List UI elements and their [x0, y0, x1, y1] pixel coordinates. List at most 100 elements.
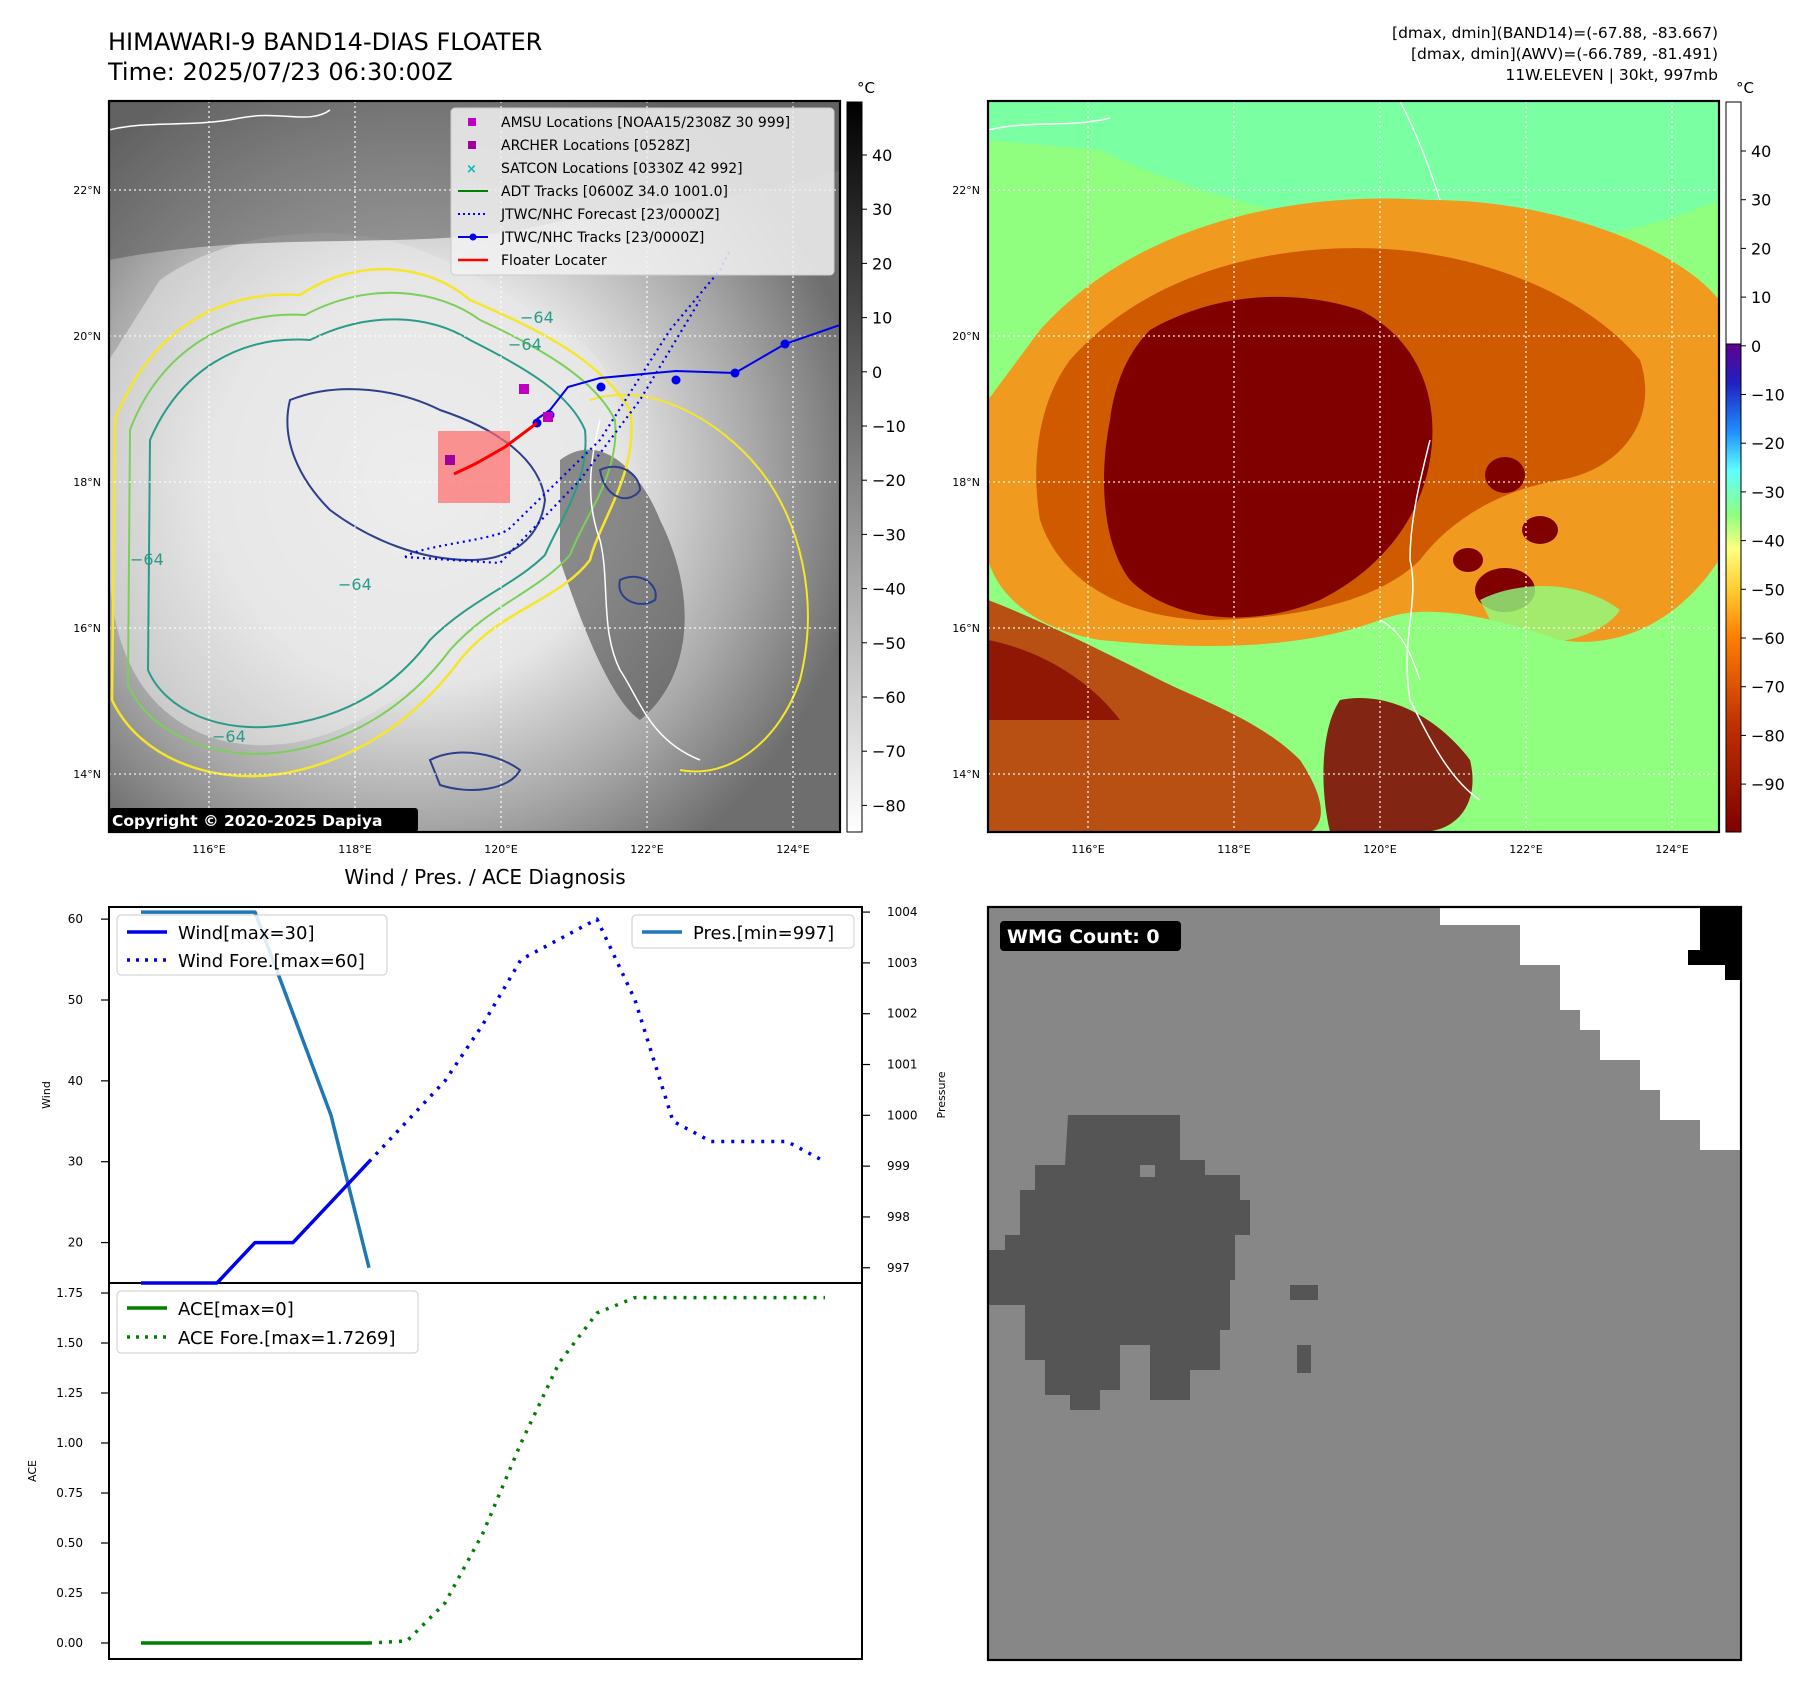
- pres-legend: Pres.[min=997]: [631, 914, 855, 949]
- awv-colorbar-warm: [1725, 101, 1742, 345]
- ace-tick-label: 1.75: [56, 1286, 83, 1300]
- colorbar-tick-label: −70: [872, 742, 906, 761]
- pressure-tick-label: 1000: [887, 1108, 918, 1122]
- lon-tick-label: 118°E: [1217, 843, 1250, 856]
- legend-pres: Pres.[min=997]: [693, 923, 834, 944]
- wind-forecast-series-line: [367, 917, 826, 1164]
- colorbar-tick-label: −40: [872, 580, 906, 599]
- ace-forecast-series-line: [368, 1295, 825, 1645]
- colorbar-tick-label: −10: [1751, 386, 1785, 405]
- ace-tick-label: 1.00: [56, 1436, 83, 1450]
- lon-tick-label: 124°E: [776, 843, 809, 856]
- colorbar-tick-label: −20: [872, 471, 906, 490]
- colorbar-tick-label: −30: [1751, 483, 1785, 502]
- lat-tick-label: 18°N: [73, 476, 101, 489]
- pressure-tick-label: 997: [887, 1261, 910, 1275]
- amsu-marker-icon: [468, 118, 476, 126]
- colorbar-tick-label: 30: [1751, 191, 1771, 210]
- pressure-tick-label: 1001: [887, 1058, 918, 1072]
- colorbar-tick-label: −50: [1751, 580, 1785, 599]
- ir-map-panel: −64 −64 −64 −64 −64 AMSU: [73, 79, 906, 856]
- colorbar-tick-label: 20: [1751, 239, 1771, 258]
- ace-tick-label: 0.00: [56, 1636, 83, 1650]
- wmg-count-text: WMG Count: 0: [1007, 926, 1160, 948]
- ace-legend: ACE[max=0] ACE Fore.[max=1.7269]: [116, 1290, 419, 1354]
- ir-colorbar: [846, 101, 863, 833]
- ace-tick-label: 0.25: [56, 1586, 83, 1600]
- awv-colorbar-cold: [1725, 343, 1742, 833]
- lat-tick-label: 22°N: [952, 184, 980, 197]
- colorbar-tick-label: −60: [872, 688, 906, 707]
- colorbar-tick-label: 20: [872, 254, 892, 273]
- info-awv: [dmax, dmin](AWV)=(-66.789, -81.491): [1411, 45, 1718, 63]
- lon-tick-label: 120°E: [1363, 843, 1396, 856]
- wind-tick-label: 50: [68, 993, 83, 1007]
- colorbar-tick-label: 10: [1751, 288, 1771, 307]
- legend-item-tracks: JTWC/NHC Tracks [23/0000Z]: [500, 230, 704, 246]
- pressure-tick-label: 999: [887, 1159, 910, 1173]
- colorbar-tick-label: −30: [872, 525, 906, 544]
- wmg-panel: WMG Count: 0: [986, 905, 1743, 1662]
- diagnosis-title: Wind / Pres. / ACE Diagnosis: [344, 865, 625, 889]
- colorbar-tick-label: −70: [1751, 678, 1785, 697]
- lat-tick-label: 20°N: [73, 330, 101, 343]
- colorbar-tick-label: −40: [1751, 532, 1785, 551]
- legend-item-satcon: SATCON Locations [0330Z 42 992]: [501, 161, 743, 177]
- lat-tick-label: 22°N: [73, 184, 101, 197]
- legend-ace-fore: ACE Fore.[max=1.7269]: [178, 1328, 396, 1349]
- ace-axis-label: ACE: [26, 1460, 39, 1482]
- colorbar-tick-label: −80: [1751, 726, 1785, 745]
- lon-tick-label: 124°E: [1655, 843, 1688, 856]
- lat-tick-label: 20°N: [952, 330, 980, 343]
- colorbar-tick-label: 0: [872, 363, 882, 382]
- legend-item-amsu: AMSU Locations [NOAA15/2308Z 30 999]: [501, 115, 790, 131]
- wind-series-line: [141, 1160, 371, 1285]
- wind-tick-label: 40: [68, 1074, 83, 1088]
- legend-wind-fore: Wind Fore.[max=60]: [178, 951, 365, 972]
- wind-tick-label: 30: [68, 1155, 83, 1169]
- ir-legend: AMSU Locations [NOAA15/2308Z 30 999] ARC…: [450, 107, 835, 276]
- wind-tick-label: 20: [68, 1236, 83, 1250]
- figure-time: Time: 2025/07/23 06:30:00Z: [107, 58, 453, 86]
- awv-colorbar-unit: °C: [1736, 79, 1754, 97]
- colorbar-tick-label: −60: [1751, 629, 1785, 648]
- legend-item-floater: Floater Locater: [501, 253, 607, 269]
- colorbar-tick-label: −90: [1751, 775, 1785, 794]
- contour-label: −64: [520, 308, 554, 327]
- colorbar-tick-label: 30: [872, 200, 892, 219]
- ace-tick-label: 0.50: [56, 1536, 83, 1550]
- legend-ace: ACE[max=0]: [178, 1299, 294, 1320]
- diagnosis-chart: Wind / Pres. / ACE Diagnosis Wind Pressu…: [26, 865, 948, 1660]
- awv-map-image: [988, 101, 1719, 832]
- lon-tick-label: 122°E: [1509, 843, 1542, 856]
- pressure-tick-label: 1003: [887, 956, 918, 970]
- legend-item-adt: ADT Tracks [0600Z 34.0 1001.0]: [501, 184, 728, 200]
- floater-box: [438, 431, 510, 503]
- pressure-tick-label: 998: [887, 1210, 910, 1224]
- colorbar-tick-label: −10: [872, 417, 906, 436]
- contour-label: −64: [212, 727, 246, 746]
- lon-tick-label: 116°E: [1071, 843, 1104, 856]
- pressure-tick-label: 1002: [887, 1007, 918, 1021]
- lat-tick-label: 14°N: [73, 768, 101, 781]
- copyright-text: Copyright © 2020-2025 Dapiya: [112, 812, 382, 830]
- lon-tick-label: 122°E: [630, 843, 663, 856]
- satcon-x-icon: ×: [466, 162, 477, 177]
- wind-tick-label: 60: [68, 912, 83, 926]
- contour-label: −64: [338, 575, 372, 594]
- lon-tick-label: 116°E: [192, 843, 225, 856]
- pressure-tick-label: 1004: [887, 905, 918, 919]
- ace-tick-label: 1.25: [56, 1386, 83, 1400]
- pressure-axis-label: Pressure: [935, 1071, 948, 1118]
- legend-item-archer: ARCHER Locations [0528Z]: [501, 138, 690, 154]
- lon-tick-label: 118°E: [338, 843, 371, 856]
- lat-tick-label: 14°N: [952, 768, 980, 781]
- colorbar-tick-label: −80: [872, 796, 906, 815]
- floater-locater-line: [453, 421, 538, 476]
- figure-title: HIMAWARI-9 BAND14-DIAS FLOATER: [108, 28, 542, 56]
- legend-item-forecast: JTWC/NHC Forecast [23/0000Z]: [500, 207, 720, 223]
- lat-tick-label: 16°N: [952, 622, 980, 635]
- colorbar-tick-label: −50: [872, 634, 906, 653]
- lat-tick-label: 18°N: [952, 476, 980, 489]
